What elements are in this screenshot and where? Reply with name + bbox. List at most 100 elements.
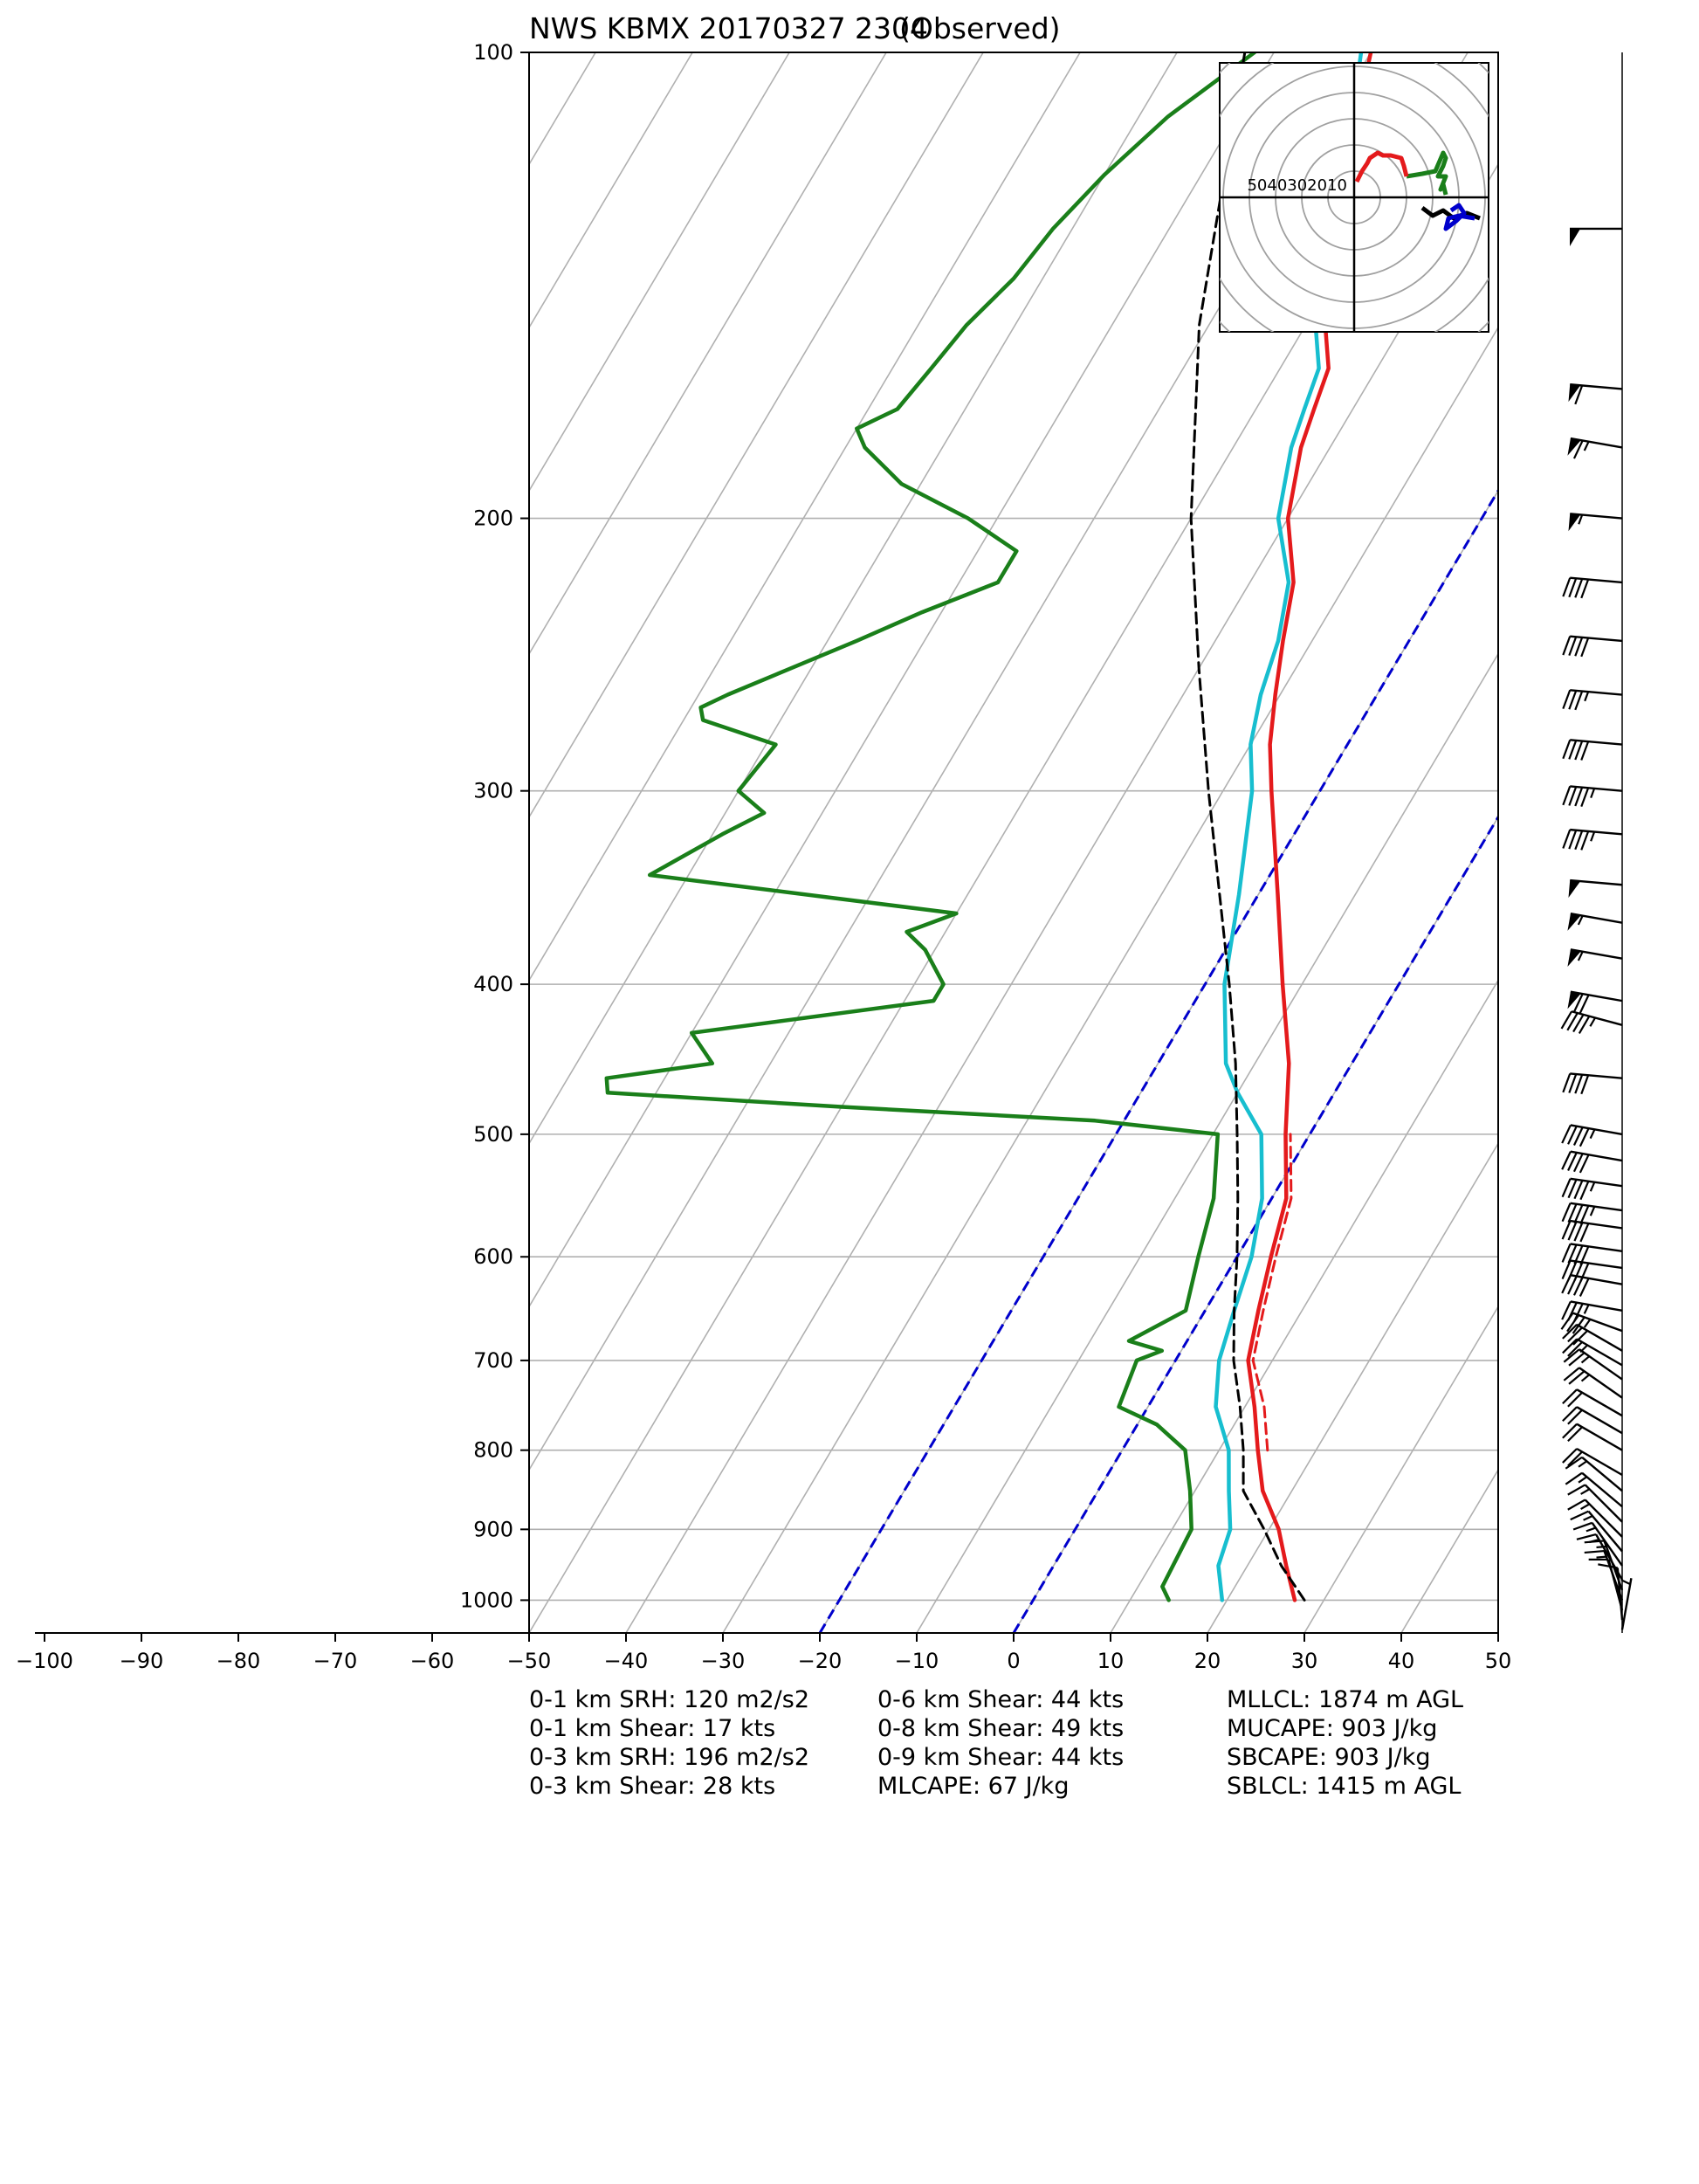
barb-flag [1562, 786, 1572, 806]
barb-staff [1576, 1338, 1623, 1367]
barb-half-flag [1583, 1304, 1590, 1314]
stat-line: SBLCL: 1415 m AGL [1227, 1773, 1462, 1800]
barb-staff [1570, 828, 1623, 836]
x-tick-label: −60 [410, 1649, 455, 1673]
barb-staff [1584, 1484, 1623, 1523]
barb-flag [1562, 1423, 1578, 1439]
wind-barb [1561, 1202, 1623, 1225]
barb-flag [1574, 741, 1584, 761]
isotherm-line [0, 52, 499, 1633]
barb-flag [1567, 1341, 1583, 1357]
barb-flag [1584, 1549, 1605, 1554]
barb-flag [1572, 1330, 1588, 1346]
barb-staff [1570, 1124, 1623, 1136]
barb-half-flag [1584, 691, 1590, 702]
barb-flag [1562, 577, 1572, 597]
barb-pennant [1567, 949, 1581, 967]
barb-staff [1570, 635, 1623, 643]
hodograph-trace [1354, 150, 1481, 231]
wind-barb [1562, 1423, 1623, 1451]
barb-flag [1574, 637, 1584, 657]
wind-barb [1562, 576, 1623, 599]
barb-staff [1579, 1367, 1623, 1399]
x-tick-label: −80 [217, 1649, 261, 1673]
chart-title: NWS KBMX 20170327 2304 [529, 11, 928, 45]
stat-line: MUCAPE: 903 J/kg [1227, 1715, 1438, 1742]
barb-flag [1567, 1152, 1578, 1171]
barb-flag [1579, 1181, 1590, 1201]
x-tick-label: −50 [507, 1649, 552, 1673]
barb-flag [1567, 1126, 1578, 1145]
barb-flag [1563, 1348, 1580, 1363]
wind-barb [1561, 1274, 1623, 1297]
barb-staff [1570, 576, 1623, 584]
x-tick-label: −10 [895, 1649, 939, 1673]
barb-half-flag [1596, 1555, 1606, 1559]
barb-staff [1576, 1406, 1623, 1435]
y-tick-label: 300 [473, 779, 513, 803]
wind-barb [1562, 1072, 1623, 1095]
barb-staff [1570, 1177, 1623, 1188]
hodograph-ring-labels: 5040302010 [1247, 176, 1347, 195]
wind-barb [1561, 1300, 1623, 1322]
stat-line: 0-3 km SRH: 196 m2/s2 [529, 1744, 810, 1771]
y-tick-label: 500 [473, 1122, 513, 1147]
wind-barb [1562, 828, 1623, 851]
barb-flag [1562, 829, 1572, 849]
wind-barb [1572, 1521, 1623, 1567]
barb-pennant [1567, 438, 1581, 456]
barb-flag [1562, 689, 1572, 710]
hodograph: 5040302010 [1219, 62, 1489, 333]
y-tick-label: 900 [473, 1517, 513, 1541]
barb-staff [1620, 1578, 1633, 1630]
barb-flag [1580, 741, 1590, 761]
isotherm-line [0, 52, 402, 1633]
barb-flag [1579, 1223, 1590, 1243]
barb-flag [1567, 1409, 1583, 1425]
barb-half-flag [1590, 831, 1596, 842]
barb-flag [1574, 787, 1584, 807]
stat-line: 0-1 km SRH: 120 m2/s2 [529, 1686, 810, 1713]
isotherm-line [529, 52, 1372, 1471]
barb-flag [1580, 637, 1590, 658]
wind-barb [1563, 1367, 1623, 1399]
barb-flag [1567, 1498, 1586, 1511]
wind-barb [1567, 990, 1623, 1014]
wind-barb [1562, 1406, 1623, 1435]
barb-staff [1570, 437, 1623, 449]
barb-flag [1568, 1073, 1578, 1093]
stat-line: 0-8 km Shear: 49 kts [877, 1715, 1125, 1742]
barb-flag [1572, 1126, 1584, 1146]
barb-flag [1573, 1180, 1584, 1200]
hodograph-segment [1406, 150, 1448, 196]
barb-flag [1562, 1324, 1578, 1340]
isotherm-line [529, 52, 790, 493]
wind-barb [1562, 785, 1623, 808]
barb-half-flag [1586, 1526, 1596, 1533]
barb-flag [1567, 1426, 1583, 1443]
barb-flag [1580, 830, 1590, 851]
barb-staff [1591, 1522, 1623, 1567]
wind-barb [1561, 1150, 1623, 1174]
barb-half-flag [1578, 1476, 1588, 1484]
barb-flag [1580, 579, 1590, 599]
barb-flag [1567, 1391, 1583, 1408]
barb-flag [1574, 830, 1584, 851]
y-tick-label: 600 [473, 1244, 513, 1269]
barb-staff [1570, 1202, 1623, 1212]
barb-flag [1567, 1179, 1578, 1199]
isotherm-line [916, 652, 1498, 1633]
wind-barb [1565, 1456, 1623, 1492]
wind-barb [1567, 1484, 1623, 1523]
barb-flag [1579, 994, 1590, 1014]
barb-flag [1560, 1010, 1572, 1030]
barb-flag [1561, 1274, 1572, 1294]
isotherm-line [529, 52, 1275, 1308]
wind-barb [1568, 383, 1623, 405]
wind-barb [1570, 227, 1622, 246]
barb-flag [1573, 1222, 1584, 1242]
stats-col-2: 0-6 km Shear: 44 kts 0-8 km Shear: 49 kt… [877, 1685, 1124, 1801]
barb-half-flag [1583, 1319, 1592, 1328]
wind-barb [1562, 1323, 1623, 1352]
